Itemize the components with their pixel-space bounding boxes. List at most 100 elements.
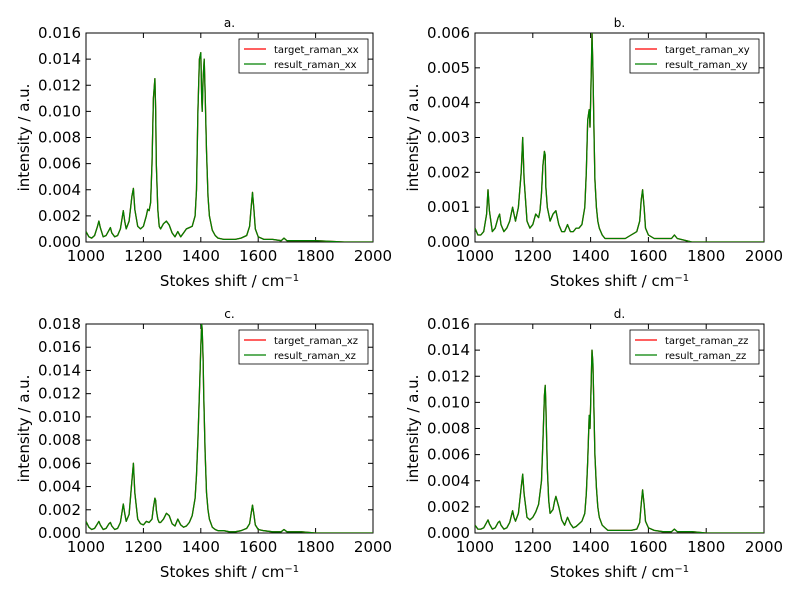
x-axis-label-superscript: −1: [674, 564, 689, 575]
x-tick-label: 1200: [514, 538, 552, 556]
y-tick-label: 0.010: [38, 408, 81, 426]
y-tick-label: 0.005: [427, 59, 470, 77]
y-tick-label: 0.002: [38, 207, 81, 225]
legend-box: [238, 329, 369, 365]
x-tick-label: 1600: [239, 538, 277, 556]
y-tick-label: 0.014: [427, 341, 470, 359]
x-axis-label-superscript: −1: [284, 564, 299, 575]
y-tick-label: 0.008: [38, 129, 81, 147]
legend-label: target_raman_xx: [274, 45, 359, 56]
x-tick-label: 2000: [354, 247, 392, 265]
panel-a: a. 1000 1200 1400 1600 1800 2000 0.000 0.002 0.00…: [15, 16, 392, 290]
legend: target_raman_xx result_raman_xx: [238, 38, 369, 74]
legend: target_raman_zz result_raman_zz: [629, 329, 760, 365]
y-axis-label: intensity / a.u.: [15, 375, 33, 483]
x-tick-label: 1400: [572, 247, 610, 265]
chart-title: b.: [614, 16, 625, 30]
y-tick-label: 0.002: [427, 498, 470, 516]
x-tick-label: 1000: [456, 538, 494, 556]
y-tick-label: 0.004: [427, 94, 470, 112]
x-tick-label: 1000: [67, 538, 105, 556]
legend-box: [629, 329, 760, 365]
legend-label: result_raman_zz: [665, 351, 746, 362]
y-tick-label: 0.010: [38, 102, 81, 120]
legend-label: result_raman_xx: [274, 60, 357, 71]
y-tick-label: 0.000: [38, 233, 81, 251]
panel-d: d. 1000 1200 1400 1600 1800 2000 0.000 0.002 0.00…: [404, 307, 783, 581]
x-tick-label: 1200: [124, 538, 162, 556]
series-line-result-raman-xz: [86, 324, 373, 533]
y-tick-label: 0.004: [427, 472, 470, 490]
y-tick-label: 0.006: [427, 24, 470, 42]
y-tick-label: 0.000: [427, 233, 470, 251]
x-tick-label: 1800: [297, 247, 335, 265]
x-tick-label: 2000: [745, 247, 783, 265]
legend-label: result_raman_xz: [274, 351, 356, 362]
x-axis-label-superscript: −1: [674, 273, 689, 284]
y-axis-label: intensity / a.u.: [15, 84, 33, 192]
x-tick-label: 1800: [297, 538, 335, 556]
panel-b: b. 1000 1200 1400 1600 1800 2000 0.000 0.001 0.00…: [404, 16, 783, 290]
x-tick-label: 1600: [629, 538, 667, 556]
y-tick-label: 0.016: [38, 24, 81, 42]
x-axis-label-main: Stokes shift / cm: [160, 563, 284, 581]
y-tick-label: 0.006: [38, 454, 81, 472]
series-line-result-raman-xx: [86, 51, 373, 242]
series-line-result-raman-xy: [475, 33, 764, 242]
chart-title: c.: [224, 307, 234, 321]
y-tick-label: 0.018: [38, 315, 81, 333]
y-tick-label: 0.016: [38, 338, 81, 356]
x-tick-label: 1600: [239, 247, 277, 265]
y-tick-label: 0.012: [427, 367, 470, 385]
y-tick-label: 0.002: [427, 163, 470, 181]
x-axis-label: Stokes shift / cm−1: [160, 272, 299, 290]
x-axis-label-main: Stokes shift / cm: [160, 272, 284, 290]
y-tick-label: 0.000: [427, 524, 470, 542]
chart-title: d.: [614, 307, 625, 321]
legend-box: [238, 38, 369, 74]
y-tick-label: 0.008: [427, 420, 470, 438]
x-tick-label: 1400: [572, 538, 610, 556]
y-tick-label: 0.012: [38, 385, 81, 403]
x-tick-label: 1600: [629, 247, 667, 265]
x-tick-label: 2000: [745, 538, 783, 556]
y-tick-label: 0.006: [38, 155, 81, 173]
y-axis-label: intensity / a.u.: [404, 375, 422, 483]
y-tick-label: 0.016: [427, 315, 470, 333]
legend-label: target_raman_zz: [665, 336, 748, 347]
y-tick-label: 0.006: [427, 446, 470, 464]
y-tick-label: 0.012: [38, 76, 81, 94]
x-axis-label-superscript: −1: [284, 273, 299, 284]
x-tick-label: 1800: [687, 538, 725, 556]
x-tick-label: 1000: [456, 247, 494, 265]
y-tick-label: 0.008: [38, 431, 81, 449]
y-tick-label: 0.002: [38, 501, 81, 519]
y-tick-label: 0.010: [427, 393, 470, 411]
chart-title: a.: [224, 16, 235, 30]
legend-label: target_raman_xy: [665, 45, 750, 56]
x-tick-label: 1400: [182, 247, 220, 265]
x-tick-label: 1000: [67, 247, 105, 265]
x-tick-label: 2000: [354, 538, 392, 556]
y-tick-label: 0.004: [38, 181, 81, 199]
x-axis-label: Stokes shift / cm−1: [160, 563, 299, 581]
series-line-result-raman-zz: [475, 349, 764, 533]
y-tick-label: 0.001: [427, 198, 470, 216]
y-tick-label: 0.000: [38, 524, 81, 542]
legend-box: [629, 38, 760, 74]
legend-label: target_raman_xz: [274, 336, 358, 347]
x-axis-label-main: Stokes shift / cm: [550, 563, 674, 581]
y-tick-label: 0.004: [38, 478, 81, 496]
x-tick-label: 1400: [182, 538, 220, 556]
y-tick-label: 0.014: [38, 50, 81, 68]
x-tick-label: 1200: [514, 247, 552, 265]
x-axis-label-main: Stokes shift / cm: [550, 272, 674, 290]
legend: target_raman_xz result_raman_xz: [238, 329, 369, 365]
y-axis-label: intensity / a.u.: [404, 84, 422, 192]
y-tick-label: 0.003: [427, 129, 470, 147]
x-axis-label: Stokes shift / cm−1: [550, 272, 689, 290]
x-tick-label: 1800: [687, 247, 725, 265]
legend-label: result_raman_xy: [665, 60, 748, 71]
x-tick-label: 1200: [124, 247, 162, 265]
